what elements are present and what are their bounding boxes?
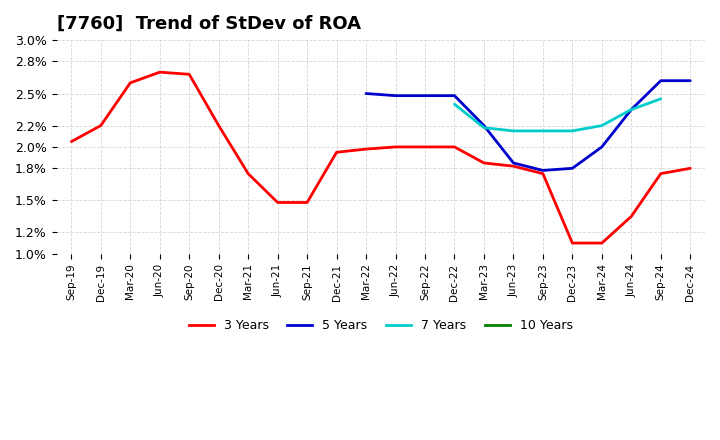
Text: [7760]  Trend of StDev of ROA: [7760] Trend of StDev of ROA (57, 15, 361, 33)
Legend: 3 Years, 5 Years, 7 Years, 10 Years: 3 Years, 5 Years, 7 Years, 10 Years (184, 314, 578, 337)
